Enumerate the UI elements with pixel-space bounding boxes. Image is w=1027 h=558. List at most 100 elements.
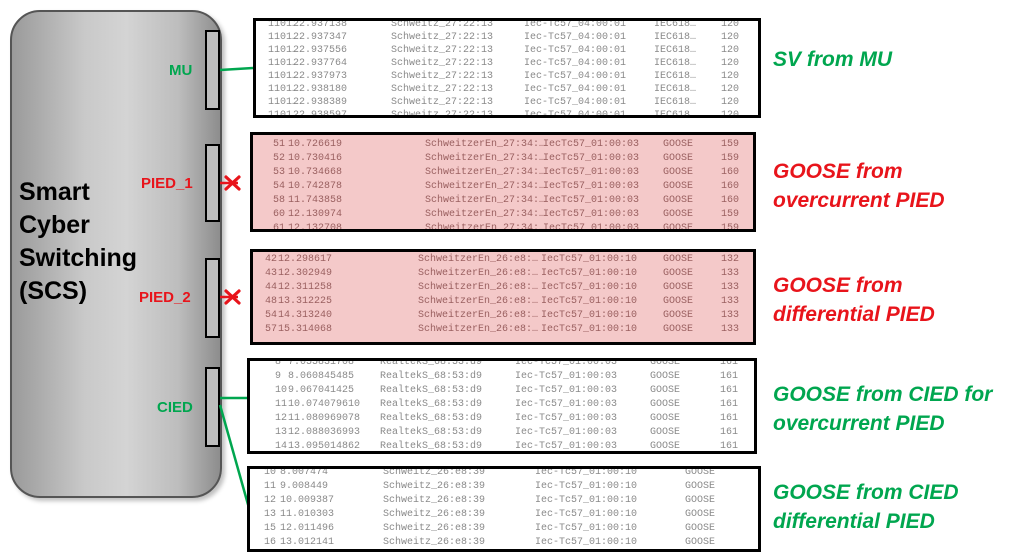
packet-cell: IecTc57_01:00:10 <box>541 268 638 279</box>
scs-title-line: (SCS) <box>19 277 88 305</box>
packet-cell: 160 <box>721 195 740 206</box>
packet-cell: RealtekS_68:53:d9 <box>380 399 483 410</box>
packet-cell: 54 <box>265 310 278 321</box>
packet-cell: 161 <box>720 441 739 452</box>
packet-cell: Schweitz_27:22:13 <box>391 71 494 82</box>
packet-row: 10 8.007474 Schweitz_26:e8:39 Iec-Tc57_01:0… <box>250 467 758 479</box>
packet-cell: GOOSE <box>685 467 716 478</box>
caption-goose-differential: GOOSE from differential PIED <box>773 271 935 329</box>
packet-cell: GOOSE <box>663 209 694 220</box>
scs-title: Smart Cyber Switching (SCS) <box>19 176 159 308</box>
packet-row: 42 12.298617 SchweitzerEn_26:e8:… IecTc57_0… <box>253 254 753 266</box>
packet-cell: RealtekS_68:53:d9 <box>380 427 483 438</box>
packet-row: 12 11.080969078 RealtekS_68:53:d9 Iec-Tc57_… <box>250 413 754 425</box>
packet-cell: 44 <box>265 282 278 293</box>
packet-cell: 133 <box>721 282 740 293</box>
caption-goose-cied-differential: GOOSE from CIED differential PIED <box>773 478 959 536</box>
packet-cell: GOOSE <box>663 310 694 321</box>
packet-cell: IecTc57_01:00:10 <box>541 324 638 335</box>
packet-cell: 11.010303 <box>280 509 335 520</box>
packet-cell: 13.312225 <box>278 296 333 307</box>
packet-cell: 22.938180 <box>293 84 348 95</box>
packet-cell: SchweitzerEn_27:34:… <box>425 209 546 220</box>
packet-row: 13 11.010303 Schweitz_26:e8:39 Iec-Tc57_01:… <box>250 509 758 521</box>
packet-cell: IEC618… <box>654 45 697 56</box>
packet-cell: Iec-Tc57_01:00:03 <box>515 399 618 410</box>
packet-cell: 12.298617 <box>278 254 333 265</box>
packet-row: 14 13.095014862 RealtekS_68:53:d9 Iec-Tc57_… <box>250 441 754 452</box>
packet-cell: 1101… <box>268 58 299 69</box>
packet-cell: 1101… <box>268 110 299 118</box>
packet-cell: GOOSE <box>650 371 681 382</box>
packet-cell: GOOSE <box>650 358 681 368</box>
packet-cell: GOOSE <box>663 282 694 293</box>
packet-cell: 12.302949 <box>278 268 333 279</box>
packet-cell: 1101… <box>268 32 299 43</box>
packet-row: 15 12.011496 Schweitz_26:e8:39 Iec-Tc57_01:… <box>250 523 758 535</box>
packet-cell: IEC618… <box>654 19 697 30</box>
packet-cell: 16 <box>264 537 277 548</box>
packet-cell: Schweitz_26:e8:39 <box>383 467 486 478</box>
packet-cell: 58 <box>273 195 286 206</box>
caption-sv-from-mu: SV from MU <box>773 45 892 74</box>
packet-cell: 12.088036993 <box>288 427 361 438</box>
packet-cell: IecTc57_01:00:10 <box>541 282 638 293</box>
packet-cell: GOOSE <box>685 495 716 506</box>
packet-cell: GOOSE <box>663 195 694 206</box>
packet-cell: 133 <box>721 268 740 279</box>
mu-link-line <box>219 66 254 72</box>
packet-cell: 1101… <box>268 97 299 108</box>
caption-line: differential PIED <box>773 303 935 326</box>
packet-cell: Iec-Tc57_04:00:01 <box>524 97 627 108</box>
packet-cell: Iec-Tc57_04:00:01 <box>524 32 627 43</box>
packet-cell: Iec-Tc57_01:00:03 <box>515 427 618 438</box>
packet-cell: 161 <box>720 413 739 424</box>
packet-cell: GOOSE <box>650 427 681 438</box>
packet-cell: SchweitzerEn_26:e8:… <box>418 324 539 335</box>
packet-row: 43 12.302949 SchweitzerEn_26:e8:… IecTc57_0… <box>253 268 753 280</box>
caption-line: differential PIED <box>773 510 935 533</box>
packet-cell: SchweitzerEn_26:e8:… <box>418 254 539 265</box>
close-x-icon <box>224 175 241 191</box>
packet-cell: 160 <box>721 181 740 192</box>
caption-line: overcurrent PIED <box>773 189 945 212</box>
packet-cell: 15 <box>264 523 277 534</box>
pied2-port-label: PIED_2 <box>139 289 191 306</box>
mu-port <box>205 30 220 110</box>
packet-cell: IecTc57_01:00:03 <box>543 209 640 220</box>
packet-cell: Iec-Tc57_01:00:03 <box>515 358 618 368</box>
packet-cell: 159 <box>721 139 740 150</box>
packet-row: 58 11.743858 SchweitzerEn_27:34:… IecTc57_0… <box>253 195 753 207</box>
packet-cell: IecTc57_01:00:03 <box>543 153 640 164</box>
packet-cell: 159 <box>721 153 740 164</box>
packet-cell: 120 <box>721 45 740 56</box>
packet-cell: IecTc57_01:00:03 <box>543 139 640 150</box>
packet-cell: 10.726619 <box>288 139 343 150</box>
packet-row: 1101… 22.937973 Schweitz_27:22:13 Iec-Tc57_… <box>256 71 758 83</box>
packet-cell: 13 <box>275 427 288 438</box>
packet-row: 1101… 22.938389 Schweitz_27:22:13 Iec-Tc57_… <box>256 97 758 109</box>
packet-cell: Iec-Tc57_01:00:10 <box>535 495 638 506</box>
packet-cell: 120 <box>721 97 740 108</box>
packet-cell: 120 <box>721 71 740 82</box>
packet-cell: 8 <box>275 358 282 368</box>
packet-cell: 8.060845485 <box>288 371 355 382</box>
packet-cell: Schweitz_26:e8:39 <box>383 495 486 506</box>
caption-line: GOOSE from CIED <box>773 481 959 504</box>
packet-cell: Iec-Tc57_04:00:01 <box>524 84 627 95</box>
packet-cell: SchweitzerEn_27:34:… <box>425 181 546 192</box>
packet-row: 1101… 22.937764 Schweitz_27:22:13 Iec-Tc57_… <box>256 58 758 70</box>
packet-row: 11 10.074079610 RealtekS_68:53:d9 Iec-Tc57_… <box>250 399 754 411</box>
caption-line: SV from MU <box>773 48 893 71</box>
packet-cell: 8.007474 <box>280 467 329 478</box>
packet-cell: 161 <box>720 385 739 396</box>
packet-cell: SchweitzerEn_26:e8:… <box>418 296 539 307</box>
cied-oc-capture-box: 8 7.055831708 RealtekS_68:53:d9 Iec-Tc57_01… <box>247 358 757 454</box>
packet-cell: GOOSE <box>663 223 694 232</box>
packet-cell: 133 <box>721 310 740 321</box>
packet-cell: IecTc57_01:00:10 <box>541 310 638 321</box>
caption-line: GOOSE from CIED for <box>773 383 993 406</box>
packet-cell: 12.311258 <box>278 282 333 293</box>
packet-cell: IEC618… <box>654 32 697 43</box>
packet-row: 61 12.132708 SchweitzerEn_27:34:… IecTc57_0… <box>253 223 753 232</box>
